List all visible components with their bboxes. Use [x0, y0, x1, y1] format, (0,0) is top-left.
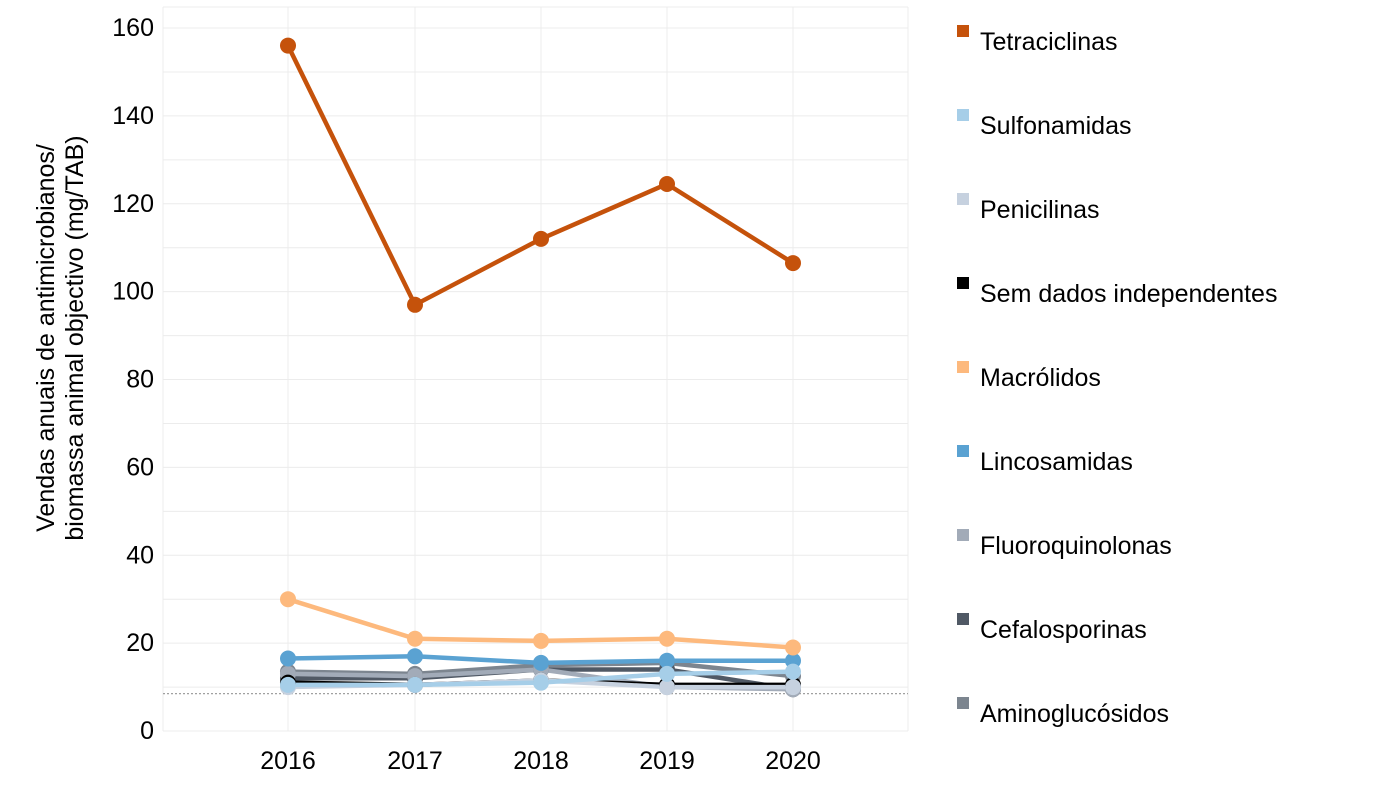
y-tick-label: 100 [112, 278, 154, 306]
legend-swatch [957, 193, 969, 205]
data-point [533, 230, 549, 247]
data-point [659, 652, 675, 669]
data-point [280, 650, 296, 667]
data-point [407, 630, 423, 647]
legend-label: Sulfonamidas [980, 112, 1131, 140]
axes: Vendas anuais de antimicrobianos/ biomas… [32, 14, 821, 775]
data-point [785, 639, 801, 656]
data-point [533, 632, 549, 649]
x-tick-label: 2020 [765, 747, 821, 775]
legend-label: Macrólidos [980, 364, 1101, 392]
legend-label: Aminoglucósidos [980, 700, 1169, 728]
legend-label: Penicilinas [980, 196, 1100, 224]
data-point [407, 648, 423, 665]
legend-swatch [957, 277, 969, 289]
series [280, 37, 801, 698]
legend: Tetraciclinas Sulfonamidas Penicilinas Sem … [957, 25, 1277, 728]
data-point [280, 591, 296, 608]
data-point [533, 674, 549, 691]
data-point [785, 255, 801, 272]
data-point [659, 679, 675, 696]
legend-label: Sem dados independentes [980, 280, 1277, 308]
x-tick-label: 2019 [639, 747, 695, 775]
legend-swatch [957, 529, 969, 541]
y-axis-label-line-2: biomassa animal objectivo (mg/TAB) [61, 135, 89, 540]
y-tick-label: 80 [126, 366, 154, 394]
y-tick-label: 20 [126, 629, 154, 657]
legend-label: Lincosamidas [980, 448, 1133, 476]
legend-swatch [957, 697, 969, 709]
legend-label: Fluoroquinolonas [980, 532, 1172, 560]
y-tick-label: 160 [112, 14, 154, 42]
data-point [785, 652, 801, 669]
y-axis-label-line-1: Vendas anuais de antimicrobianos/ [32, 144, 60, 532]
legend-swatch [957, 445, 969, 457]
legend-swatch [957, 613, 969, 625]
legend-label: Tetraciclinas [980, 28, 1118, 56]
data-point [659, 630, 675, 647]
data-point [659, 175, 675, 192]
data-point [785, 679, 801, 696]
y-tick-label: 0 [140, 717, 154, 745]
data-point [785, 663, 801, 680]
y-tick-label: 120 [112, 190, 154, 218]
legend-swatch [957, 361, 969, 373]
x-tick-label: 2017 [387, 747, 443, 775]
y-tick-label: 40 [126, 541, 154, 569]
legend-swatch [957, 109, 969, 121]
legend-swatch [957, 25, 969, 37]
legend-label: Cefalosporinas [980, 616, 1147, 644]
data-point [407, 296, 423, 313]
x-tick-label: 2018 [513, 747, 569, 775]
data-point [533, 654, 549, 671]
y-tick-label: 140 [112, 102, 154, 130]
x-tick-label: 2016 [260, 747, 316, 775]
data-point [280, 676, 296, 693]
y-tick-label: 60 [126, 453, 154, 481]
data-point [407, 676, 423, 693]
data-point [280, 37, 296, 54]
grid [162, 6, 909, 732]
data-point [659, 665, 675, 682]
